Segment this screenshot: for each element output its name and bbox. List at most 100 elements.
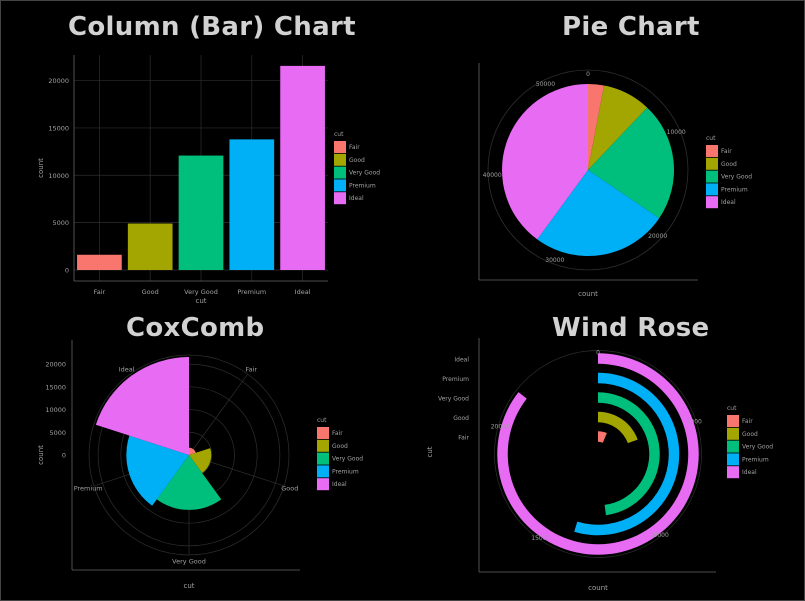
bar-x-tick-label: Premium: [237, 288, 266, 296]
pie-outer-gridline: [487, 69, 689, 271]
pie-tick-label: 30000: [545, 257, 564, 264]
coxcomb-legend-swatch: [317, 439, 329, 452]
pie-legend-label: Very Good: [721, 174, 752, 181]
bar-x-tick-label: Very Good: [184, 288, 218, 296]
coxcomb-legend-swatch: [317, 465, 329, 478]
coxcomb-category-label: Good: [281, 484, 298, 492]
windrose-tick-label: 10000: [650, 532, 669, 539]
windrose-legend-swatch: [727, 466, 739, 479]
windrose-x-axis-title: count: [588, 584, 608, 592]
pie-tick-label: 40000: [483, 172, 502, 179]
bar-very-good: [178, 155, 224, 270]
bar-legend-swatch: [334, 179, 346, 192]
coxcomb-wedge-fair: [189, 447, 196, 455]
bar-legend-label: Premium: [349, 182, 376, 189]
bar-legend-swatch: [334, 153, 346, 166]
pie-slice-ideal: [502, 84, 588, 240]
coxcomb-wedge-premium: [126, 435, 189, 506]
coxcomb-legend-swatch: [317, 478, 329, 491]
coxcomb-legend-swatch: [317, 452, 329, 465]
windrose-bar-very-good: [598, 392, 660, 516]
bar-x-tick-label: Good: [142, 288, 159, 296]
windrose-legend-label: Ideal: [742, 469, 757, 476]
coxcomb-y-tick-label: 5000: [49, 429, 66, 437]
windrose-y-tick-label: Premium: [442, 376, 469, 383]
bar-legend-swatch: [334, 141, 346, 153]
windrose-legend-label: Very Good: [742, 444, 773, 451]
windrose-outer-gridline: [494, 350, 702, 558]
pie-slice-fair: [588, 84, 605, 170]
coxcomb-wedge-good: [189, 448, 212, 474]
pie-legend-swatch: [706, 157, 718, 170]
bar-legend-label: Very Good: [349, 170, 380, 177]
bar-x-tick-label: Ideal: [295, 288, 311, 296]
wind-rose-title: Wind Rose: [552, 313, 710, 343]
windrose-legend-swatch: [727, 427, 739, 440]
coxcomb-y-tick-label: 20000: [45, 361, 66, 369]
coxcomb-category-label: Very Good: [172, 558, 206, 566]
bar-legend-swatch: [334, 192, 346, 205]
windrose-tick-label: 15000: [531, 535, 550, 542]
pie-legend-swatch: [706, 196, 718, 209]
coxcomb-wedge-ideal: [95, 357, 189, 455]
bar-legend-label: Fair: [349, 144, 360, 151]
coxcomb-y-axis-title: count: [37, 445, 45, 465]
bar-legend-label: Good: [349, 157, 365, 164]
windrose-bar-ideal: [497, 353, 699, 555]
bar-y-tick-label: 20000: [48, 77, 69, 85]
windrose-bar-good: [598, 411, 638, 444]
coxcomb-legend-label: Premium: [332, 468, 359, 475]
windrose-legend-title: cut: [727, 405, 737, 412]
bar-x-axis-title: cut: [195, 297, 206, 305]
coxcomb-y-tick-label: 10000: [45, 406, 66, 414]
coxcomb-title: CoxComb: [126, 313, 265, 343]
bar-legend-label: Ideal: [349, 195, 364, 202]
pie-slice-very-good: [588, 107, 674, 219]
bar-x-tick-label: Fair: [94, 288, 106, 296]
windrose-legend-label: Fair: [742, 418, 753, 425]
coxcomb-legend-swatch: [317, 427, 329, 439]
bar-chart-title: Column (Bar) Chart: [68, 12, 356, 42]
windrose-tick-label: 0: [596, 350, 600, 357]
pie-chart-title: Pie Chart: [562, 12, 700, 42]
windrose-y-axis-title: cut: [426, 446, 434, 457]
windrose-tick-label: 5000: [687, 419, 702, 426]
bar-y-tick-label: 10000: [48, 172, 69, 180]
windrose-y-tick-label: Good: [453, 415, 469, 422]
windrose-legend-swatch: [727, 453, 739, 466]
coxcomb-x-axis-title: cut: [183, 582, 194, 590]
coxcomb-legend-label: Very Good: [332, 456, 363, 463]
bar-y-tick-label: 0: [65, 267, 69, 275]
pie-legend-swatch: [706, 145, 718, 157]
windrose-legend-label: Premium: [742, 456, 769, 463]
windrose-legend-swatch: [727, 415, 739, 427]
windrose-y-tick-label: Fair: [458, 435, 469, 442]
bar-fair: [77, 254, 122, 270]
pie-legend-label: Fair: [721, 148, 732, 155]
coxcomb-legend-title: cut: [317, 417, 327, 424]
coxcomb-legend-label: Fair: [332, 430, 343, 437]
bar-y-tick-label: 15000: [48, 124, 69, 132]
bar-good: [127, 223, 173, 270]
bar-y-axis-title: count: [37, 158, 45, 178]
pie-x-axis-title: count: [578, 290, 598, 298]
coxcomb-category-label: Fair: [246, 366, 258, 374]
pie-tick-label: 20000: [648, 233, 667, 240]
pie-legend-label: Ideal: [721, 199, 736, 206]
coxcomb-wedge-very-good: [156, 455, 222, 510]
pie-legend-swatch: [706, 170, 718, 183]
windrose-tick-label: 20000: [491, 424, 510, 431]
pie-tick-label: 0: [586, 71, 590, 78]
windrose-y-tick-label: Ideal: [454, 357, 469, 364]
pie-slice-good: [588, 85, 648, 170]
coxcomb-legend-label: Ideal: [332, 481, 347, 488]
pie-tick-label: 10000: [667, 129, 686, 136]
pie-legend-title: cut: [706, 135, 716, 142]
coxcomb-y-tick-label: 0: [62, 452, 66, 460]
bar-legend-title: cut: [334, 131, 344, 138]
windrose-y-tick-label: Very Good: [438, 396, 469, 403]
pie-legend-label: Premium: [721, 186, 748, 193]
coxcomb-y-tick-label: 15000: [45, 383, 66, 391]
windrose-legend-label: Good: [742, 431, 758, 438]
